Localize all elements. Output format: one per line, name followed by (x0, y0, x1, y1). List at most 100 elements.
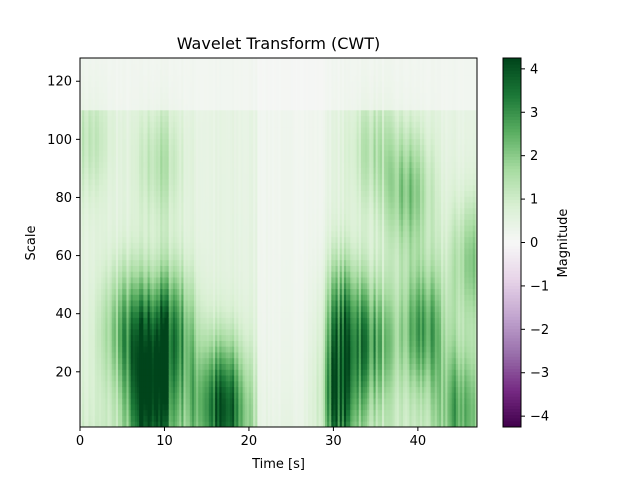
heatmap-cell (194, 236, 197, 243)
heatmap-cell (206, 369, 210, 376)
heatmap-cell (88, 277, 91, 284)
heatmap-cell (84, 184, 87, 192)
heatmap-cell (225, 98, 229, 105)
heatmap-cell (124, 375, 127, 382)
heatmap-cell (183, 230, 186, 238)
heatmap-cell (126, 109, 129, 117)
heatmap-cell (111, 242, 115, 249)
heatmap-cell (137, 242, 140, 249)
heatmap-cell (219, 421, 222, 428)
heatmap-cell (86, 225, 89, 232)
heatmap-cell (164, 236, 167, 243)
heatmap-cell (225, 190, 229, 197)
heatmap-cell (238, 161, 241, 168)
heatmap-cell (92, 259, 96, 266)
heatmap-cell (215, 109, 218, 117)
heatmap-cell (84, 81, 87, 88)
heatmap-cell (105, 311, 108, 318)
heatmap-cell (137, 398, 140, 405)
heatmap-cell (236, 305, 239, 313)
heatmap-cell (160, 173, 163, 180)
heatmap-cell (177, 409, 180, 416)
heatmap-cell (166, 357, 170, 364)
heatmap-cell (128, 190, 132, 197)
heatmap-cell (139, 179, 142, 186)
heatmap-cell (126, 340, 129, 347)
heatmap-cell (105, 282, 108, 290)
heatmap-cell (181, 415, 184, 422)
heatmap-cell (204, 317, 208, 324)
heatmap-cell (172, 98, 176, 105)
heatmap-cell (92, 363, 96, 370)
heatmap-cell (236, 363, 239, 370)
heatmap-cell (139, 323, 142, 330)
heatmap-cell (80, 127, 83, 134)
heatmap-cell (80, 357, 83, 364)
heatmap-cell (101, 369, 104, 376)
heatmap-cell (82, 398, 85, 405)
heatmap-cell (162, 86, 165, 93)
heatmap-cell (84, 161, 87, 168)
heatmap-cell (86, 305, 89, 313)
heatmap-cell (90, 179, 94, 186)
heatmap-cell (132, 271, 136, 278)
heatmap-cell (172, 357, 176, 364)
heatmap-cell (88, 58, 91, 65)
heatmap-cell (96, 104, 100, 111)
heatmap-cell (170, 305, 174, 313)
heatmap-cell (118, 340, 121, 347)
heatmap-cell (189, 104, 193, 111)
heatmap-cell (183, 346, 186, 353)
heatmap-cell (86, 340, 89, 347)
heatmap-cell (105, 288, 108, 295)
heatmap-cell (198, 144, 201, 151)
heatmap-cell (139, 236, 142, 243)
heatmap-cell (236, 115, 239, 122)
heatmap-cell (82, 409, 85, 416)
heatmap-cell (242, 202, 246, 209)
heatmap-cell (160, 421, 163, 428)
heatmap-cell (122, 184, 125, 192)
heatmap-cell (240, 184, 243, 192)
heatmap-cell (162, 369, 165, 376)
heatmap-cell (242, 352, 246, 359)
heatmap-cell (172, 403, 176, 411)
heatmap-cell (217, 421, 220, 428)
heatmap-cell (196, 213, 199, 220)
heatmap-cell (181, 311, 184, 318)
heatmap-cell (137, 311, 140, 318)
heatmap-cell (141, 115, 144, 122)
heatmap-cell (166, 69, 170, 76)
heatmap-cell (183, 161, 186, 168)
heatmap-cell (158, 144, 161, 151)
heatmap-cell (196, 271, 199, 278)
heatmap-cell (240, 288, 243, 295)
heatmap-cell (84, 86, 87, 93)
heatmap-cell (181, 357, 184, 364)
heatmap-cell (160, 323, 163, 330)
heatmap-cell (132, 132, 136, 140)
heatmap-cell (223, 156, 227, 163)
heatmap-cell (132, 213, 136, 220)
heatmap-cell (202, 219, 205, 226)
heatmap-cell (225, 300, 229, 307)
heatmap-cell (168, 346, 172, 353)
heatmap-cell (94, 213, 98, 220)
heatmap-cell (242, 380, 246, 388)
heatmap-cell (217, 248, 220, 255)
heatmap-cell (130, 380, 134, 388)
heatmap-cell (168, 328, 172, 336)
heatmap-cell (234, 409, 237, 416)
heatmap-cell (111, 156, 115, 163)
heatmap-cell (122, 282, 125, 290)
heatmap-cell (236, 323, 239, 330)
heatmap-cell (225, 352, 229, 359)
heatmap-cell (208, 317, 212, 324)
heatmap-cell (147, 144, 151, 151)
heatmap-cell (238, 421, 241, 428)
heatmap-cell (183, 311, 186, 318)
heatmap-cell (107, 104, 110, 111)
heatmap-cell (234, 81, 237, 88)
heatmap-cell (111, 184, 115, 192)
heatmap-cell (172, 248, 176, 255)
